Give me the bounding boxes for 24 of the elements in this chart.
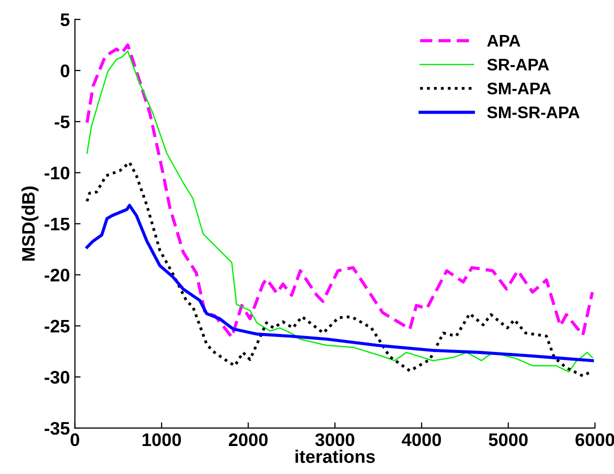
x-tick-label: 3000 (315, 433, 354, 446)
y-tick-label: -20 (44, 268, 70, 282)
x-tick-label: 1000 (142, 433, 181, 446)
x-tick-label: 0 (70, 433, 80, 446)
legend-label: SM-APA (487, 82, 551, 94)
x-tick-label: 6000 (576, 433, 614, 446)
y-tick-label: -35 (44, 422, 70, 435)
x-axis-title: iterations (296, 450, 375, 463)
legend-label: APA (487, 35, 520, 47)
legend-label: SM-SR-APA (487, 106, 580, 118)
x-tick-label: 5000 (488, 433, 528, 446)
y-tick-label: -25 (44, 320, 70, 333)
line-series (86, 161, 592, 378)
y-axis-title: MSD(dB) (22, 186, 38, 261)
legend-label: SR-APA (487, 58, 549, 71)
y-tick-label: -15 (44, 218, 70, 230)
line-series (86, 204, 594, 362)
y-tick-label: -5 (54, 116, 70, 128)
y-tick-label: 0 (60, 64, 70, 78)
y-tick-label: -30 (44, 370, 70, 384)
x-tick-label: 4000 (402, 433, 441, 446)
y-tick-label: 5 (60, 14, 70, 26)
x-tick-label: 2000 (228, 433, 268, 446)
y-tick-label: -10 (44, 166, 70, 180)
